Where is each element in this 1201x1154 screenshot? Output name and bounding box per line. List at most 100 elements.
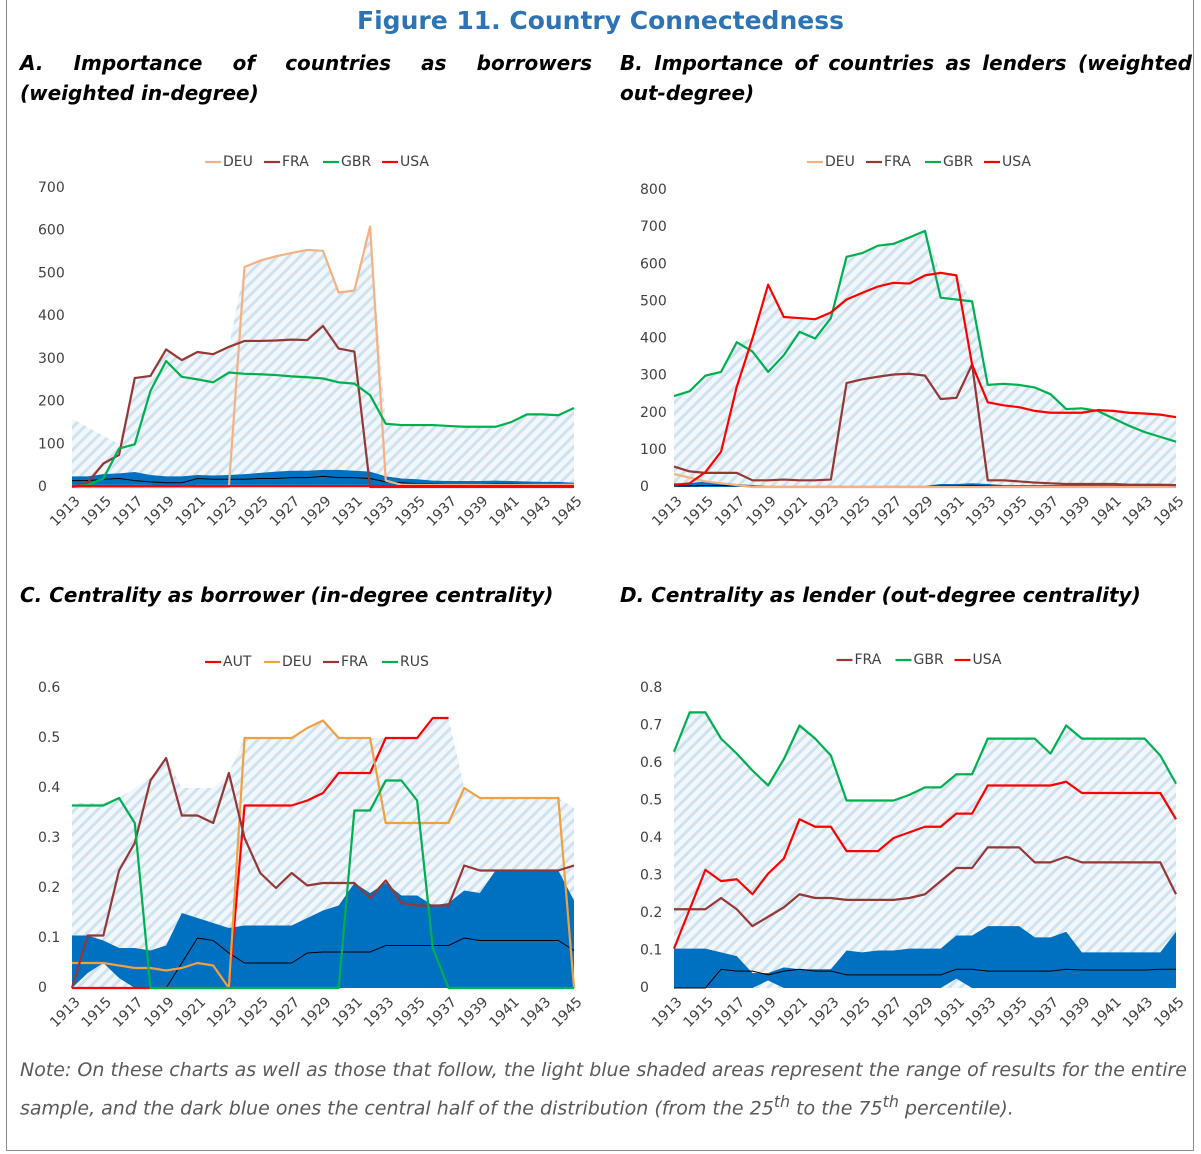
x-tick-label: 1913 — [47, 994, 84, 1031]
y-tick-label: 500 — [38, 265, 65, 281]
y-tick-label: 0 — [640, 479, 649, 495]
legend-label: GBR — [341, 154, 371, 170]
x-tick-label: 1931 — [330, 493, 367, 530]
x-tick-label: 1931 — [932, 994, 969, 1031]
x-tick-label: 1937 — [424, 994, 461, 1031]
y-tick-label: 0.2 — [640, 905, 662, 921]
legend-label: GBR — [914, 652, 944, 668]
interquartile-area — [674, 481, 1176, 487]
series-line — [70, 756, 575, 989]
x-tick-label: 1937 — [1026, 493, 1063, 530]
series-line — [72, 779, 574, 990]
panel-title: B. Importance of countries as lenders (w… — [620, 51, 1192, 105]
series-line — [672, 780, 1177, 950]
y-tick-label: 0.1 — [640, 943, 662, 959]
x-tick-label: 1923 — [204, 994, 241, 1031]
legend-label: DEU — [223, 154, 253, 170]
y-tick-label: 0.5 — [38, 730, 60, 746]
series-line — [673, 472, 1176, 489]
figure-frame — [6, 0, 1194, 1151]
x-tick-label: 1943 — [1120, 994, 1157, 1031]
x-tick-label: 1919 — [743, 493, 780, 530]
x-tick-label: 1929 — [298, 493, 335, 530]
note: Note: On these charts as well as those t… — [20, 1054, 1190, 1124]
x-tick-label: 1921 — [775, 493, 812, 530]
note-text: to the 75 — [790, 1097, 883, 1120]
panel-title: A. Importance of countries as borrowers … — [20, 51, 592, 105]
legend-label: GBR — [943, 154, 973, 170]
x-tick-label: 1929 — [298, 994, 335, 1031]
x-tick-label: 1941 — [486, 493, 523, 530]
y-tick-label: 700 — [38, 180, 65, 196]
x-tick-label: 1913 — [649, 994, 686, 1031]
x-tick-label: 1915 — [79, 994, 116, 1031]
series-line — [673, 363, 1177, 487]
x-tick-label: 1923 — [806, 493, 843, 530]
series-line — [72, 716, 449, 990]
x-tick-label: 1941 — [1088, 994, 1125, 1031]
y-tick-label: 300 — [38, 351, 65, 367]
note-sup: th — [882, 1092, 899, 1111]
interquartile-area — [72, 870, 574, 988]
x-tick-label: 1929 — [900, 493, 937, 530]
x-tick-label: 1927 — [869, 994, 906, 1031]
y-tick-label: 0.8 — [640, 680, 662, 696]
x-tick-label: 1933 — [361, 994, 398, 1031]
x-tick-label: 1925 — [235, 994, 272, 1031]
x-tick-label: 1921 — [173, 994, 210, 1031]
y-tick-label: 600 — [38, 223, 65, 239]
x-tick-label: 1917 — [110, 493, 147, 530]
figure-title: Figure 11. Country Connectedness — [357, 6, 844, 35]
x-tick-label: 1943 — [518, 994, 555, 1031]
x-tick-label: 1927 — [869, 493, 906, 530]
y-tick-label: 300 — [640, 368, 667, 384]
x-tick-label: 1935 — [392, 994, 429, 1031]
legend-label: DEU — [825, 154, 855, 170]
x-tick-label: 1933 — [963, 493, 1000, 530]
x-tick-label: 1915 — [681, 493, 718, 530]
x-tick-label: 1917 — [110, 994, 147, 1031]
y-tick-label: 0.1 — [38, 930, 60, 946]
x-tick-label: 1919 — [141, 493, 178, 530]
y-tick-label: 100 — [640, 442, 667, 458]
series-line — [672, 711, 1177, 802]
x-tick-label: 1925 — [837, 994, 874, 1031]
series-line — [673, 271, 1177, 487]
y-tick-label: 0 — [38, 980, 47, 996]
x-tick-label: 1919 — [141, 994, 178, 1031]
x-tick-label: 1939 — [1057, 493, 1094, 530]
x-tick-label: 1935 — [392, 493, 429, 530]
x-tick-label: 1921 — [775, 994, 812, 1031]
x-tick-label: 1935 — [994, 493, 1031, 530]
y-tick-label: 400 — [640, 331, 667, 347]
x-tick-label: 1941 — [486, 994, 523, 1031]
y-tick-label: 0 — [640, 980, 649, 996]
y-tick-label: 400 — [38, 308, 65, 324]
x-tick-label: 1937 — [1026, 994, 1063, 1031]
legend-label: USA — [973, 652, 1002, 668]
y-tick-label: 0.3 — [38, 830, 60, 846]
legend-label: FRA — [884, 154, 911, 170]
y-tick-label: 0 — [38, 479, 47, 495]
x-tick-label: 1919 — [743, 994, 780, 1031]
x-tick-label: 1935 — [994, 994, 1031, 1031]
y-tick-label: 700 — [640, 219, 667, 235]
x-tick-label: 1925 — [235, 493, 272, 530]
y-tick-label: 0.4 — [38, 780, 60, 796]
note-text: Note: On these charts as well as those t… — [20, 1059, 1187, 1120]
x-tick-label: 1915 — [681, 994, 718, 1031]
y-tick-label: 200 — [640, 405, 667, 421]
legend-label: DEU — [282, 654, 312, 670]
x-tick-label: 1923 — [204, 493, 241, 530]
y-tick-label: 0.6 — [640, 755, 662, 771]
range-area — [72, 226, 574, 487]
y-tick-label: 0.2 — [38, 880, 60, 896]
series-line — [674, 846, 1177, 928]
x-tick-label: 1925 — [837, 493, 874, 530]
panel-title: D. Centrality as lender (out-degree cent… — [620, 583, 1141, 607]
x-tick-label: 1939 — [455, 493, 492, 530]
x-tick-label: 1941 — [1088, 493, 1125, 530]
x-tick-label: 1945 — [1151, 493, 1188, 530]
